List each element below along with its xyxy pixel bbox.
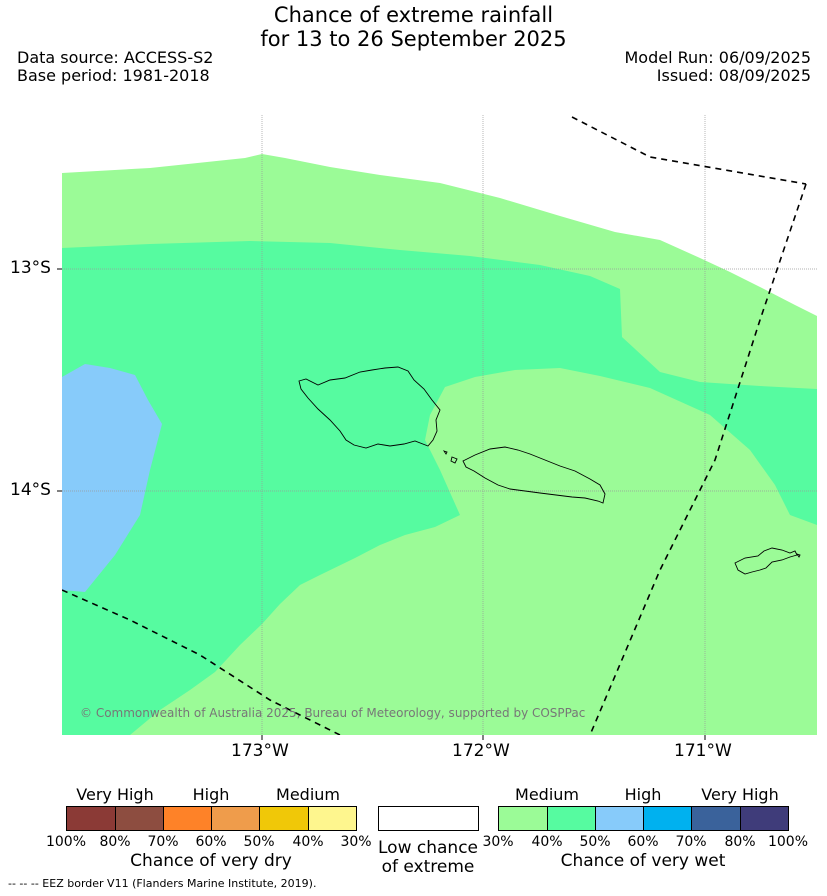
base-period-text: Base period: 1981-2018 <box>17 66 210 85</box>
dry-swatch-70-80 <box>115 806 164 831</box>
dry-category-medium: Medium <box>276 785 340 804</box>
island-savaii <box>298 366 441 449</box>
wet-category-very-high: Very High <box>701 785 779 804</box>
issued-text: Issued: 08/09/2025 <box>656 66 811 85</box>
dry-swatch-60-70 <box>163 806 212 831</box>
data-source-text: Data source: ACCESS-S2 <box>17 48 214 67</box>
dry-tick: 60% <box>195 834 227 850</box>
dry-category-very-high: Very High <box>76 785 154 804</box>
eez-border-note: -- -- -- EEZ border V11 (Flanders Marine… <box>8 877 317 890</box>
copyright-text: © Commonwealth of Australia 2025, Bureau… <box>80 706 586 720</box>
eez-border <box>62 116 807 735</box>
lon-label-172w: 172°W <box>452 741 510 761</box>
dry-tick: 30% <box>340 834 372 850</box>
dry-swatch-30-40 <box>308 806 357 831</box>
region-high-50-60 <box>62 364 162 592</box>
wet-category-medium: Medium <box>515 785 579 804</box>
wet-tick: 60% <box>627 834 659 850</box>
low-chance-swatch <box>378 806 479 831</box>
island-apolima <box>442 450 448 455</box>
island-aunuu <box>795 553 801 558</box>
graticule <box>62 115 817 735</box>
dry-tick: 100% <box>45 834 87 850</box>
axis-ticks <box>57 268 706 740</box>
model-run-text: Model Run: 06/09/2025 <box>624 48 812 67</box>
dry-tick: 80% <box>99 834 131 850</box>
low-chance-label-line1: Low chance <box>378 838 478 858</box>
island-manono <box>450 456 458 464</box>
wet-swatch-70-80 <box>691 806 741 831</box>
dry-tick: 40% <box>292 834 324 850</box>
wet-tick: 50% <box>579 834 611 850</box>
lon-label-171w: 171°W <box>674 741 732 761</box>
lat-label-14s: 14°S <box>10 480 51 500</box>
wet-tick: 100% <box>767 834 809 850</box>
wet-tick: 70% <box>675 834 707 850</box>
wet-swatch-80-100 <box>740 806 789 831</box>
dry-swatch-40-50 <box>259 806 309 831</box>
dry-colorbar-label: Chance of very dry <box>130 851 292 871</box>
wet-swatch-50-60 <box>595 806 644 831</box>
wet-colorbar-label: Chance of very wet <box>560 851 726 871</box>
low-chance-label-line2: of extreme <box>381 857 475 877</box>
map-title-line2: for 13 to 26 September 2025 <box>260 27 567 51</box>
wet-tick: 30% <box>482 834 514 850</box>
dry-tick: 50% <box>243 834 275 850</box>
map-title-line1: Chance of extreme rainfall <box>273 3 554 27</box>
wet-swatch-60-70 <box>643 806 692 831</box>
wet-swatch-40-50 <box>547 806 596 831</box>
wet-tick: 80% <box>724 834 756 850</box>
wet-category-high: High <box>624 785 662 804</box>
dry-category-high: High <box>192 785 230 804</box>
dry-swatch-50-60 <box>211 806 260 831</box>
wet-swatch-30-40 <box>498 806 548 831</box>
region-medium-40-50 <box>62 241 817 735</box>
dry-tick: 70% <box>147 834 179 850</box>
lon-label-173w: 173°W <box>231 741 289 761</box>
lat-label-13s: 13°S <box>10 258 51 278</box>
wet-tick: 40% <box>531 834 563 850</box>
dry-swatch-80-100 <box>66 806 116 831</box>
island-tutuila <box>734 547 798 575</box>
island-upolu <box>462 446 606 504</box>
